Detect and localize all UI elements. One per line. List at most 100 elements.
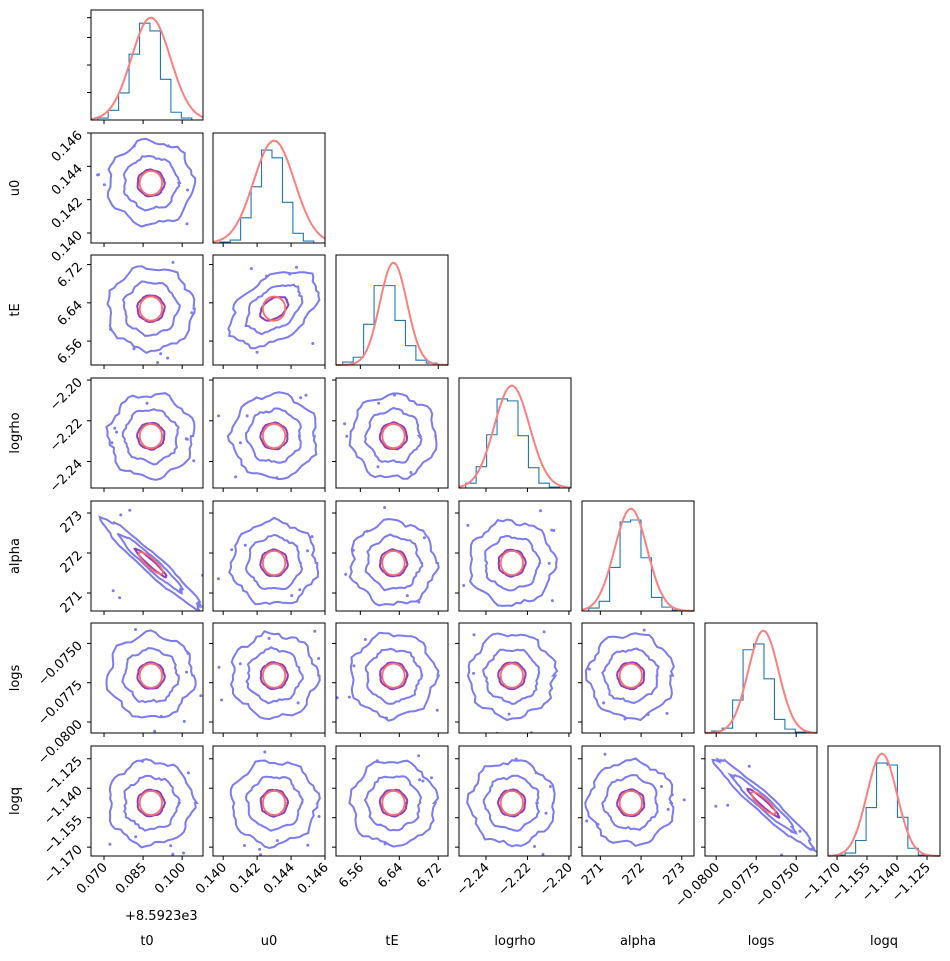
contour-inner — [259, 421, 289, 451]
x-tick-label: 271 — [579, 860, 607, 888]
outlier-speck — [659, 785, 663, 788]
contours-t0-logs — [105, 628, 203, 733]
outlier-speck — [238, 662, 242, 666]
outlier-speck — [275, 839, 279, 843]
y-axis-label-u0: u0 — [8, 180, 23, 197]
contour-inner — [136, 294, 166, 324]
outlier-speck — [186, 771, 190, 775]
y-axis-label-tE: tE — [8, 303, 23, 316]
contour-inner — [136, 788, 167, 818]
outlier-speck — [306, 549, 310, 553]
contours-logrho-logq — [466, 757, 556, 856]
x-tick-label: −2.22 — [495, 860, 534, 899]
outlier-speck — [376, 465, 380, 469]
contour-2sigma — [226, 391, 318, 481]
contour-inner — [616, 661, 646, 691]
contour-inner — [497, 661, 527, 691]
y-tick-label: 271 — [58, 588, 86, 616]
axes-frame — [212, 254, 326, 366]
outlier-speck — [547, 561, 551, 565]
panel-t0-logrho: −2.24−2.22−2.20 — [47, 375, 204, 496]
outlier-speck — [392, 393, 396, 397]
axes-frame — [458, 745, 572, 857]
contour-1sigma — [482, 774, 541, 832]
outlier-speck — [462, 584, 466, 587]
outlier-speck — [118, 596, 122, 600]
outlier-speck — [472, 671, 476, 675]
outlier-speck — [304, 393, 308, 397]
contour-2sigma — [711, 757, 817, 854]
contours-u0-logrho — [217, 391, 318, 481]
contour-2sigma — [106, 137, 197, 228]
panel-u0-tE — [209, 254, 326, 369]
outlier-speck — [182, 851, 185, 855]
outlier-speck — [296, 701, 300, 705]
outlier-speck — [377, 401, 381, 405]
outlier-speck — [363, 638, 367, 641]
contour-inner — [616, 788, 646, 818]
outlier-speck — [435, 708, 439, 712]
y-tick-label: 0.144 — [49, 162, 86, 199]
outlier-speck — [665, 711, 669, 715]
contour-2sigma — [466, 632, 559, 722]
gaussian-fit-u0 — [212, 139, 326, 243]
axes-frame — [704, 622, 818, 734]
axes-frame — [335, 377, 449, 489]
contour-1sigma — [123, 774, 182, 832]
outlier-speck — [171, 852, 175, 856]
outlier-speck — [140, 759, 144, 763]
outlier-speck — [153, 616, 156, 619]
contour-inner — [378, 421, 409, 451]
outlier-speck — [153, 729, 157, 733]
truth-ellipse — [138, 295, 164, 322]
outlier-speck — [263, 750, 267, 754]
x-tick-label: 0.140 — [193, 860, 230, 897]
outlier-speck — [265, 274, 269, 278]
contour-2sigma — [229, 630, 321, 721]
outlier-speck — [184, 437, 188, 441]
contours-t0-logq — [108, 758, 199, 856]
contour-inner — [497, 548, 527, 578]
panel-tE-logs — [332, 622, 449, 737]
histogram-alpha — [582, 519, 694, 612]
outlier-speck — [507, 712, 511, 716]
panel-tE-logrho — [332, 377, 449, 492]
outlier-speck — [623, 717, 627, 721]
y-tick-label: −2.20 — [47, 375, 86, 414]
gaussian-fit-logrho — [458, 384, 572, 489]
panel-tE-logq: 6.56 6.64 6.72 — [332, 745, 449, 891]
outlier-speck — [417, 600, 421, 604]
outlier-speck — [418, 778, 422, 782]
outlier-speck — [234, 475, 238, 479]
histogram-tE — [336, 285, 448, 366]
y-axis-label-logs: logs — [8, 664, 23, 691]
outlier-speck — [682, 798, 686, 802]
contours-logrho-alpha — [462, 509, 558, 607]
axes-frame — [212, 622, 326, 734]
outlier-speck — [186, 651, 190, 655]
contour-1sigma — [245, 646, 304, 705]
outlier-speck — [383, 842, 387, 846]
x-axis-label-tE: tE — [385, 934, 398, 949]
contours-tE-logs — [336, 631, 441, 722]
outlier-speck — [642, 628, 646, 632]
contour-1sigma — [244, 533, 304, 591]
axes-frame — [335, 254, 449, 366]
axes-frame — [90, 622, 204, 734]
outlier-speck — [110, 441, 114, 445]
panel-logs-logs — [704, 622, 818, 737]
outlier-speck — [417, 754, 421, 758]
panel-tE-tE — [335, 254, 449, 369]
x-tick-label: 0.100 — [152, 860, 189, 897]
contour-1sigma — [121, 647, 180, 704]
outlier-speck — [602, 701, 606, 705]
outlier-speck — [587, 667, 591, 671]
panel-logrho-logq: −2.24 −2.22 −2.20 — [454, 745, 576, 899]
gaussian-fit-tE — [336, 261, 449, 366]
outlier-speck — [421, 779, 425, 783]
panel-logrho-logs — [455, 622, 572, 737]
gaussian-fit-logs — [705, 629, 818, 734]
outlier-speck — [288, 272, 292, 276]
x-tick-label: −2.20 — [537, 860, 576, 899]
